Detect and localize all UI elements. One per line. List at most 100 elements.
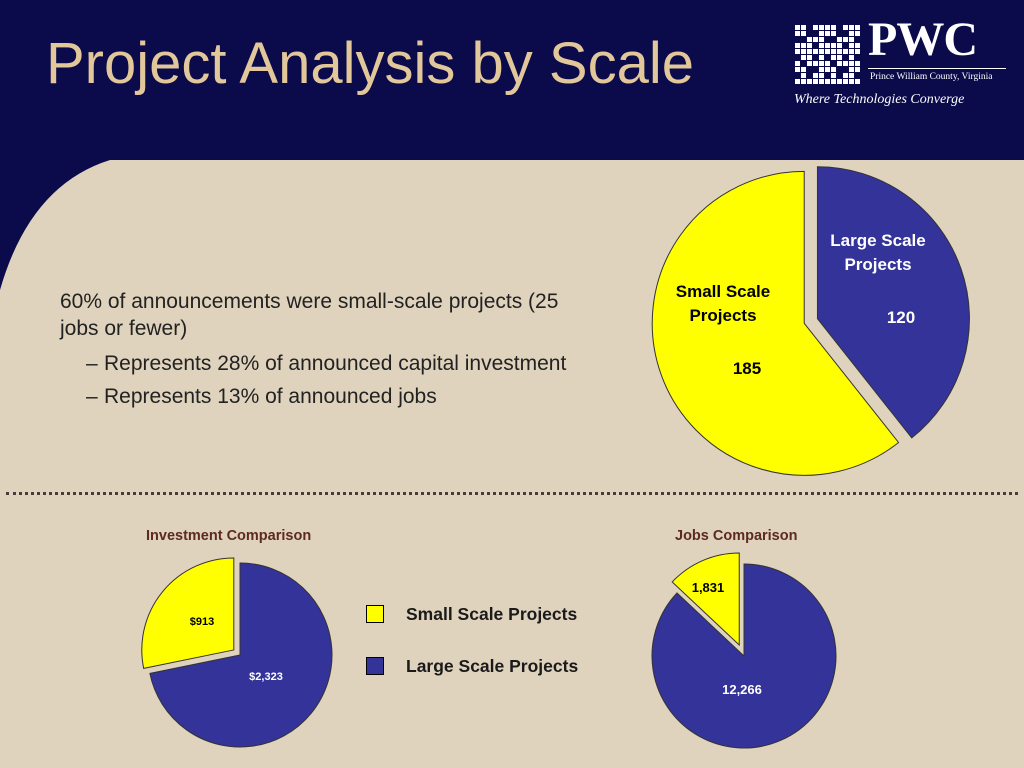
logo-square (849, 31, 854, 36)
logo-square (813, 49, 818, 54)
logo-square (843, 79, 848, 84)
logo-square (801, 49, 806, 54)
bullet-dash: – (86, 352, 98, 375)
logo-square (825, 67, 830, 72)
legend-swatch-large (366, 657, 384, 675)
logo-square (819, 25, 824, 30)
logo-square (849, 25, 854, 30)
logo-square (825, 31, 830, 36)
logo-square (801, 31, 806, 36)
logo-square (831, 31, 836, 36)
logo-square (849, 73, 854, 78)
logo-square (807, 79, 812, 84)
logo-square (831, 25, 836, 30)
logo-square (801, 73, 806, 78)
bullet-sub-text: Represents 13% of announced jobs (104, 385, 437, 408)
logo-square (843, 73, 848, 78)
logo-square (849, 79, 854, 84)
logo-square (801, 55, 806, 60)
logo-square (801, 79, 806, 84)
legend-item-large: Large Scale Projects (366, 655, 578, 677)
logo-square (837, 55, 842, 60)
logo-square (819, 49, 824, 54)
logo-square (831, 67, 836, 72)
logo-square (837, 37, 842, 42)
logo-square (843, 61, 848, 66)
logo-square (819, 79, 824, 84)
logo-square (795, 25, 800, 30)
logo-square (813, 79, 818, 84)
logo-square (825, 43, 830, 48)
logo-square (819, 43, 824, 48)
logo-square (843, 37, 848, 42)
bullet-sub: – Represents 28% of announced capital inv… (60, 350, 580, 377)
logo-square (855, 79, 860, 84)
logo-square (795, 61, 800, 66)
logo-square (819, 55, 824, 60)
logo-square (819, 37, 824, 42)
section-divider (6, 492, 1018, 495)
logo-square (843, 49, 848, 54)
bullet-list: 60% of announcements were small-scale pr… (60, 288, 580, 416)
logo-square (855, 49, 860, 54)
logo-square (807, 37, 812, 42)
logo-rule (868, 68, 1006, 69)
logo-square (795, 67, 800, 72)
logo-square (849, 37, 854, 42)
logo-square (837, 79, 842, 84)
logo-square (849, 55, 854, 60)
logo-square (813, 73, 818, 78)
logo-subtitle: Prince William County, Virginia (870, 72, 993, 82)
logo-square (807, 43, 812, 48)
logo-square (813, 61, 818, 66)
legend-label-small: Small Scale Projects (406, 603, 578, 624)
logo-square (855, 43, 860, 48)
slide-title: Project Analysis by Scale (46, 31, 694, 96)
logo-square (807, 49, 812, 54)
logo-square (849, 61, 854, 66)
logo-square (855, 61, 860, 66)
logo-square (825, 49, 830, 54)
bullet-main: 60% of announcements were small-scale pr… (60, 290, 559, 340)
logo-square (819, 31, 824, 36)
jobs-chart-title: Jobs Comparison (675, 528, 798, 544)
logo-square (831, 49, 836, 54)
investment-chart-title: Investment Comparison (146, 528, 312, 544)
logo-checker-icon (795, 25, 860, 84)
logo-square (819, 61, 824, 66)
bullet-sub: – Represents 13% of announced jobs (60, 383, 580, 410)
logo-square (849, 67, 854, 72)
logo-square (831, 79, 836, 84)
logo-square (837, 61, 842, 66)
logo-square (807, 61, 812, 66)
logo-square (825, 79, 830, 84)
logo-square (795, 43, 800, 48)
logo-square (819, 67, 824, 72)
logo-square (795, 79, 800, 84)
logo-square (837, 49, 842, 54)
logo-square (843, 25, 848, 30)
logo-square (795, 49, 800, 54)
logo-square (807, 55, 812, 60)
logo-square (795, 31, 800, 36)
logo-square (855, 25, 860, 30)
logo-square (849, 43, 854, 48)
legend-swatch-small (366, 605, 384, 623)
logo-name: PWC (868, 13, 978, 66)
pwc-logo: PWC Prince William County, Virginia Wher… (792, 13, 1012, 116)
logo-square (801, 43, 806, 48)
legend-item-small: Small Scale Projects (366, 603, 578, 625)
logo-square (819, 73, 824, 78)
logo-square (825, 61, 830, 66)
legend: Small Scale Projects Large Scale Project… (366, 603, 578, 707)
logo-square (849, 49, 854, 54)
logo-square (831, 55, 836, 60)
logo-square (801, 67, 806, 72)
logo-square (825, 25, 830, 30)
logo-square (801, 25, 806, 30)
logo-square (837, 43, 842, 48)
logo-square (831, 43, 836, 48)
logo-square (855, 31, 860, 36)
logo-square (813, 25, 818, 30)
logo-tagline: Where Technologies Converge (794, 92, 965, 107)
